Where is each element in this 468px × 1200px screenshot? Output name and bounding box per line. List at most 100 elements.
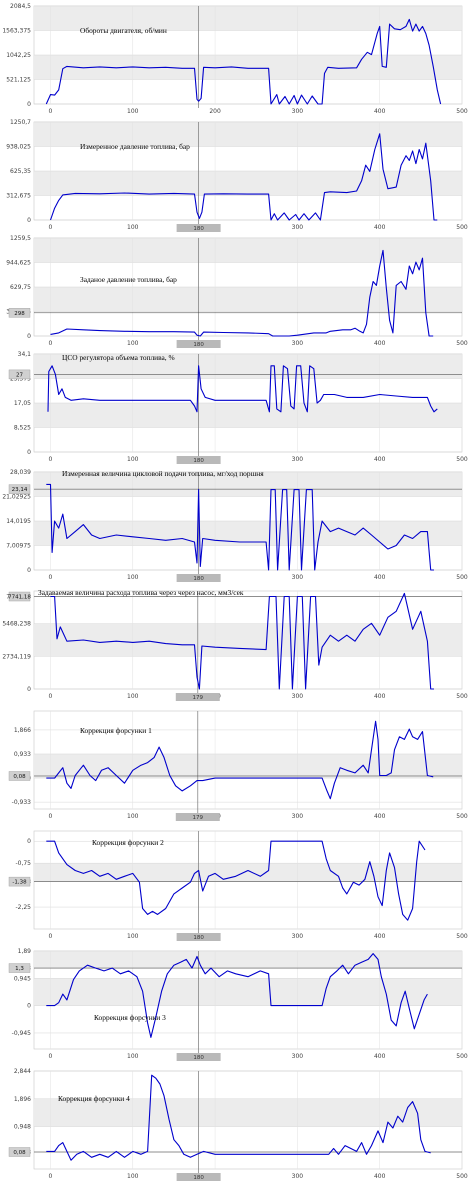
cursor-label-box xyxy=(176,340,221,348)
y-tick-label: 944,625 xyxy=(6,260,31,267)
x-tick-label: 100 xyxy=(127,574,139,581)
x-tick-label: 300 xyxy=(292,340,304,347)
cursor-label: 180 xyxy=(193,1055,204,1061)
y-tick-label: 7,00975 xyxy=(6,543,31,550)
x-tick-label: 0 xyxy=(49,813,53,820)
y-tick-label: 629,75 xyxy=(10,284,31,291)
chart-title: Обороты двигателя, об/мин xyxy=(80,26,167,35)
y-tick-label: 1,896 xyxy=(14,1096,31,1103)
y-tick-label: 1042,25 xyxy=(6,52,31,59)
value-label: 1,3 xyxy=(15,966,24,972)
value-label-box xyxy=(8,484,31,494)
y-tick-label: 17,05 xyxy=(14,400,31,407)
grid-band xyxy=(34,472,462,497)
cursor-label: 180 xyxy=(193,576,204,582)
grid-band xyxy=(34,951,462,969)
series-line xyxy=(46,720,434,800)
x-tick-label: 100 xyxy=(127,340,139,347)
cursor-label-box xyxy=(176,574,221,582)
chart-fuel-pressure-measured: 1250,7938,025625,35312,67500100200300400… xyxy=(0,116,468,234)
chart-title: Заданое давление топлива, бар xyxy=(80,275,177,284)
x-tick-label: 400 xyxy=(374,574,386,581)
y-tick-label: 0 xyxy=(27,449,31,456)
x-tick-label: 300 xyxy=(292,574,304,581)
y-tick-label: 938,025 xyxy=(6,144,31,151)
cursor-label: 180 xyxy=(193,342,204,348)
series-line xyxy=(49,133,438,221)
chart-svg: 34,125,57517,058,52500100200300400500180… xyxy=(8,351,468,464)
x-tick-label: 300 xyxy=(292,456,304,463)
cursor-label: 180 xyxy=(193,1175,204,1181)
chart-injector-3-correction: 1,891,30,9450-0,94501002003004005001801,… xyxy=(0,945,468,1063)
chart-svg: 7741,185468,2382734,11900100200300400500… xyxy=(2,588,468,701)
cursor-label: 179 xyxy=(193,695,204,701)
cursor-label-box xyxy=(176,933,221,941)
x-tick-label: 100 xyxy=(127,1173,139,1180)
y-tick-label: 1563,375 xyxy=(2,28,31,35)
x-tick-label: 500 xyxy=(456,574,468,581)
x-tick-label: 400 xyxy=(374,108,386,115)
x-tick-label: 400 xyxy=(374,1173,386,1180)
series-line xyxy=(45,18,442,105)
cursor-label-box xyxy=(176,1173,221,1181)
x-tick-label: 300 xyxy=(292,693,304,700)
chart-title: ЦСО регулятора объема топлива, % xyxy=(62,353,175,362)
y-tick-label: 14,0195 xyxy=(6,518,31,525)
series-line xyxy=(46,483,434,571)
chart-svg: 1,8660,9330-0,93301002003004005001790,08… xyxy=(8,710,468,821)
chart-svg: 2084,5 1563,375 1042,25 521,125 0 0 100 200 300 4… xyxy=(2,3,468,115)
chart-svg: 1250,7938,025625,35312,67500100200300400… xyxy=(6,119,468,232)
value-label-box xyxy=(8,963,31,973)
x-tick-label: 0 xyxy=(49,456,53,463)
value-label-box xyxy=(8,771,31,781)
chart-title: Коррекция форсунки 4 xyxy=(58,1094,130,1103)
grid-band xyxy=(34,403,462,428)
chart-svg: 1,891,30,9450-0,94501002003004005001801,… xyxy=(8,948,468,1061)
chart-svg: 2,8441,8960,9480,0801002003004005001800,… xyxy=(8,1068,468,1181)
cursor-label: 180 xyxy=(193,458,204,464)
series-line xyxy=(50,249,434,337)
value-label: -1,38 xyxy=(12,880,27,886)
chart-title: Задаваемая величина расхода топлива чере… xyxy=(38,588,244,597)
y-tick-label: 5468,238 xyxy=(2,621,31,628)
x-tick-label: 100 xyxy=(127,693,139,700)
y-tick-label: 1,866 xyxy=(14,727,31,734)
chart-injector-4-correction: 2,8441,8960,9480,0801002003004005001800,… xyxy=(0,1065,468,1183)
grid-band xyxy=(34,1098,462,1127)
x-tick-label: 500 xyxy=(456,813,468,820)
cursor-label-box xyxy=(175,693,220,701)
y-tick-label: 2734,119 xyxy=(2,653,31,660)
y-tick-label: 312,675 xyxy=(6,193,31,200)
grid-band xyxy=(34,623,462,657)
x-tick-label: 300 xyxy=(292,813,304,820)
series-line xyxy=(46,840,426,921)
grid-band xyxy=(34,863,462,882)
cursor-label: 179 xyxy=(193,815,204,821)
x-tick-label: 100 xyxy=(127,456,139,463)
value-label: 0,08 xyxy=(13,774,26,780)
x-tick-label: 300 xyxy=(292,1173,304,1180)
y-tick-label: 28,039 xyxy=(10,469,31,476)
x-tick-label: 500 xyxy=(456,1173,468,1180)
chart-injector-2-correction: 0-0,75-1,38-2,250100200300400500180-1,38… xyxy=(0,825,468,943)
value-label: 298 xyxy=(14,311,25,317)
chart-title: Коррекция форсунки 2 xyxy=(92,838,164,847)
x-tick-label: 400 xyxy=(374,340,386,347)
y-tick-label: 2,844 xyxy=(14,1068,31,1075)
x-tick-label: 400 xyxy=(374,224,386,231)
chart-svg: 0-0,75-1,38-2,250100200300400500180-1,38… xyxy=(8,830,468,941)
chart-injector-1-correction: 1,8660,9330-0,93301002003004005001790,08… xyxy=(0,705,468,823)
grid-band xyxy=(34,521,462,546)
x-tick-label: 500 xyxy=(456,933,468,940)
chart-title: Коррекция форсунки 1 xyxy=(80,726,152,735)
x-tick-label: 0 xyxy=(49,574,53,581)
cursor-label-box xyxy=(176,224,221,232)
x-tick-label: 200 xyxy=(209,108,221,115)
series-line xyxy=(46,953,428,1038)
chart-cyclic-fuel-feed: 28,03921,0292514,01957,00975001002003004… xyxy=(0,466,468,584)
value-label: 23,14 xyxy=(12,487,28,493)
x-tick-label: 0 xyxy=(49,693,53,700)
series-line xyxy=(50,592,434,690)
x-tick-label: 500 xyxy=(456,224,468,231)
